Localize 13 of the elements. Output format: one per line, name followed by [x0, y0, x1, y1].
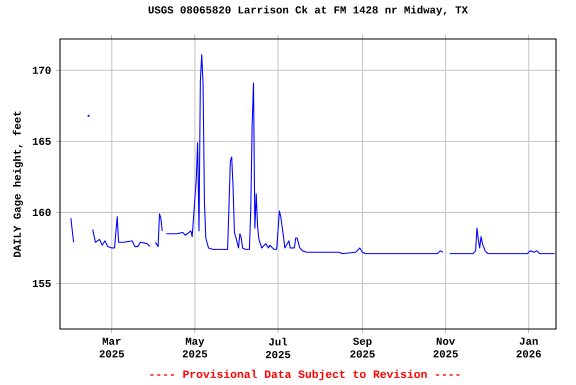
- x-tick-label: May 2025: [182, 338, 208, 358]
- y-tick-label: 170: [32, 66, 51, 74]
- text: ---- Provisional Data Subject to Revision ----: [150, 370, 460, 380]
- y-tick-label: 155: [32, 280, 51, 288]
- x-tick-label: Jan 2026: [516, 338, 541, 358]
- x-tick-label: Jul 2025: [266, 338, 290, 358]
- x-tick-label: Mar 2025: [100, 338, 124, 358]
- y-tick-label: 160: [32, 208, 51, 216]
- y-axis-title: DAILY Gage height, feet: [12, 112, 23, 258]
- x-tick-label: Nov 2025: [433, 338, 458, 358]
- y-tick-label: 165: [32, 138, 51, 146]
- chart-title: USGS 08065820 Larrison Ck at FM 1428 nr Midway, TX: [148, 6, 468, 16]
- x-tick-label: Sep 2025: [350, 338, 375, 358]
